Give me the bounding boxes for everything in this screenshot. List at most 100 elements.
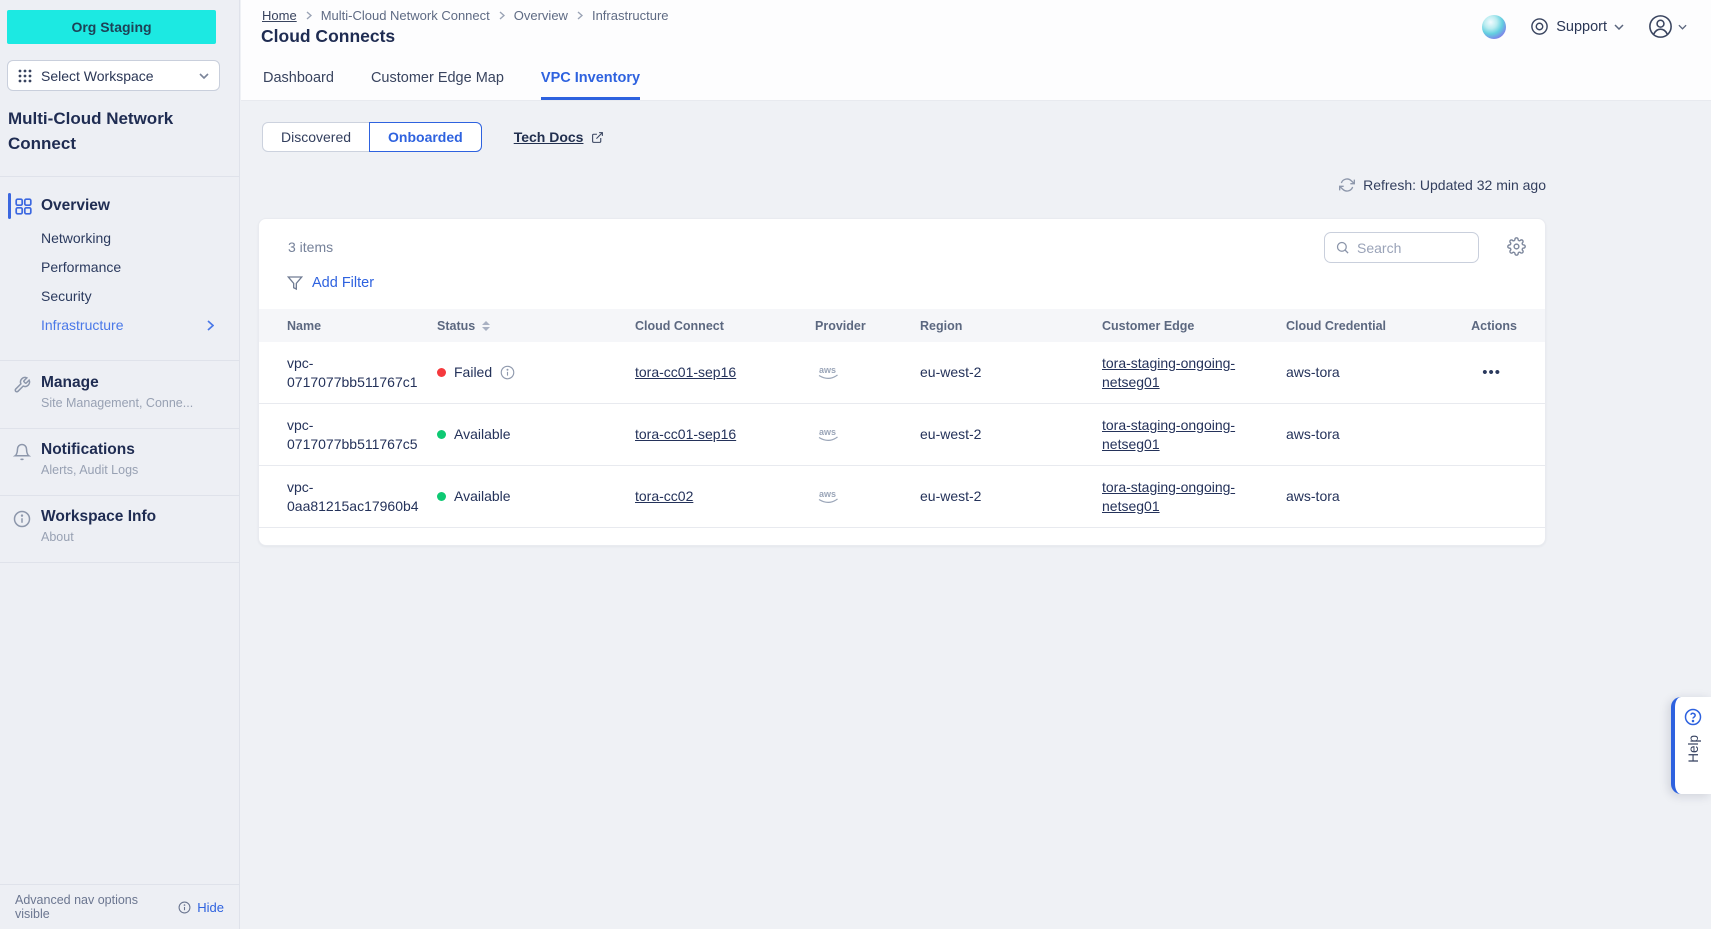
- tab-dashboard[interactable]: Dashboard: [263, 70, 334, 86]
- table-row: vpc-0717077bb511767c5 Available tora-cc0…: [259, 404, 1545, 466]
- cloud-connect-link[interactable]: tora-cc01-sep16: [635, 426, 737, 442]
- column-header-status[interactable]: Status: [437, 319, 635, 333]
- sidebar-item-manage-subtitle: Site Management, Conne...: [41, 396, 194, 410]
- tab-vpc-inventory[interactable]: VPC Inventory: [540, 70, 641, 100]
- sidebar-item-overview[interactable]: Overview: [0, 190, 239, 222]
- grid-dots-icon: [18, 69, 32, 83]
- region-cell: eu-west-2: [920, 364, 982, 380]
- breadcrumb-overview-link[interactable]: Overview: [513, 8, 568, 23]
- cloud-credential-cell: aws-tora: [1286, 364, 1340, 380]
- chevron-right-icon: [499, 11, 505, 20]
- toggle-discovered-button[interactable]: Discovered: [262, 122, 371, 152]
- items-count: 3 items: [288, 239, 334, 255]
- tech-docs-label: Tech Docs: [513, 129, 584, 145]
- org-staging-button[interactable]: Org Staging: [7, 10, 216, 44]
- external-link-icon: [591, 131, 604, 144]
- provider-cell: aws: [815, 488, 920, 505]
- account-menu[interactable]: [1648, 14, 1687, 39]
- view-toggle-row: Discovered Onboarded Tech Docs: [262, 122, 604, 152]
- funnel-icon: [287, 275, 303, 291]
- sidebar-item-performance[interactable]: Performance: [41, 259, 122, 275]
- add-filter-button[interactable]: Add Filter: [287, 275, 374, 291]
- svg-text:aws: aws: [819, 489, 836, 499]
- active-section-indicator: [8, 193, 11, 219]
- discovered-onboarded-toggle: Discovered Onboarded: [262, 122, 482, 152]
- tab-customer-edge-map[interactable]: Customer Edge Map: [370, 70, 504, 86]
- region-cell: eu-west-2: [920, 426, 982, 442]
- sidebar-item-notifications[interactable]: Notifications Alerts, Audit Logs: [0, 441, 239, 491]
- column-header-actions: Actions: [1471, 318, 1517, 333]
- chevron-right-icon: [577, 11, 583, 20]
- vpc-table: Name Status Cloud Connect Provider Regio…: [259, 309, 1545, 528]
- help-tab[interactable]: Help: [1671, 697, 1711, 794]
- sidebar-item-workspace-info[interactable]: Workspace Info About: [0, 508, 239, 558]
- page-title: Cloud Connects: [261, 26, 396, 46]
- table-search: [1324, 232, 1479, 263]
- sidebar-item-manage-label: Manage: [41, 374, 99, 391]
- column-header-region: Region: [920, 318, 963, 333]
- vpc-name: vpc-0717077bb511767c5: [287, 416, 418, 452]
- header-actions: Support: [1482, 14, 1687, 39]
- divider: [0, 176, 239, 177]
- chevron-down-icon: [1614, 23, 1624, 30]
- chevron-down-icon: [1678, 24, 1687, 30]
- assistant-orb-icon[interactable]: [1482, 14, 1507, 39]
- info-circle-icon[interactable]: [178, 901, 191, 914]
- cloud-connect-cell: tora-cc01-sep16: [635, 425, 815, 444]
- column-header-name: Name: [287, 318, 322, 333]
- cloud-connect-cell: tora-cc02: [635, 487, 815, 506]
- product-title: Multi-Cloud Network Connect: [8, 109, 174, 153]
- vpc-name: vpc-0717077bb511767c1: [287, 354, 418, 390]
- cloud-connect-cell: tora-cc01-sep16: [635, 363, 815, 382]
- table-row: vpc-0aa81215ac17960b4 Available tora-cc0…: [259, 466, 1545, 528]
- advanced-nav-text: Advanced nav options visible: [15, 893, 139, 921]
- divider: [0, 428, 239, 429]
- customer-edge-cell: tora-staging-ongoing-netseg01: [1102, 354, 1286, 392]
- wrench-icon: [13, 376, 31, 394]
- table-settings-button[interactable]: [1507, 237, 1526, 256]
- sidebar: Org Staging Select Workspace Multi-Cloud…: [0, 0, 240, 929]
- tech-docs-link[interactable]: Tech Docs: [514, 129, 605, 145]
- customer-edge-cell: tora-staging-ongoing-netseg01: [1102, 416, 1286, 454]
- question-circle-icon: [1684, 708, 1702, 726]
- sidebar-item-workspace-info-label: Workspace Info: [41, 508, 157, 525]
- sidebar-item-notifications-subtitle: Alerts, Audit Logs: [41, 463, 139, 477]
- search-input[interactable]: [1357, 239, 1468, 256]
- info-circle-icon: [13, 510, 31, 528]
- bell-icon: [13, 443, 31, 461]
- divider: [0, 562, 239, 563]
- breadcrumb-current: Infrastructure: [591, 8, 669, 23]
- vpc-table-card: 3 items Add Filter: [258, 218, 1546, 546]
- customer-edge-link[interactable]: tora-staging-ongoing-netseg01: [1102, 354, 1236, 390]
- sidebar-item-networking[interactable]: Networking: [41, 230, 112, 246]
- breadcrumb-mcnc-link[interactable]: Multi-Cloud Network Connect: [320, 8, 490, 23]
- workspace-selector[interactable]: Select Workspace: [7, 60, 220, 91]
- provider-cell: aws: [815, 364, 920, 381]
- cloud-connect-link[interactable]: tora-cc02: [635, 488, 694, 504]
- sidebar-item-manage[interactable]: Manage Site Management, Conne...: [0, 374, 239, 424]
- table-header-row: Name Status Cloud Connect Provider Regio…: [259, 309, 1545, 342]
- aws-logo-icon: aws: [815, 426, 843, 443]
- status-label: Available: [454, 426, 511, 442]
- column-header-status-label: Status: [437, 318, 476, 333]
- chevron-right-icon: [306, 11, 312, 20]
- sidebar-item-security[interactable]: Security: [41, 288, 92, 304]
- info-circle-icon[interactable]: [500, 365, 515, 380]
- sidebar-item-infrastructure-label: Infrastructure: [41, 317, 124, 333]
- sidebar-item-infrastructure[interactable]: Infrastructure: [41, 317, 239, 333]
- vpc-name: vpc-0aa81215ac17960b4: [287, 478, 419, 514]
- customer-edge-link[interactable]: tora-staging-ongoing-netseg01: [1102, 478, 1236, 514]
- status-cell: Available: [437, 425, 635, 444]
- refresh-button[interactable]: Refresh: Updated 32 min ago: [1339, 177, 1546, 193]
- breadcrumb-home-link[interactable]: Home: [262, 8, 297, 23]
- customer-edge-link[interactable]: tora-staging-ongoing-netseg01: [1102, 416, 1236, 452]
- hide-advanced-nav-link[interactable]: Hide: [197, 899, 224, 915]
- divider: [0, 495, 239, 496]
- cloud-connect-link[interactable]: tora-cc01-sep16: [635, 364, 737, 380]
- support-menu[interactable]: Support: [1530, 17, 1624, 36]
- svg-text:aws: aws: [819, 427, 836, 437]
- sort-icon[interactable]: [482, 320, 491, 331]
- row-actions-menu-button[interactable]: •••: [1482, 364, 1501, 381]
- toggle-onboarded-button[interactable]: Onboarded: [369, 122, 482, 152]
- add-filter-label: Add Filter: [312, 275, 375, 291]
